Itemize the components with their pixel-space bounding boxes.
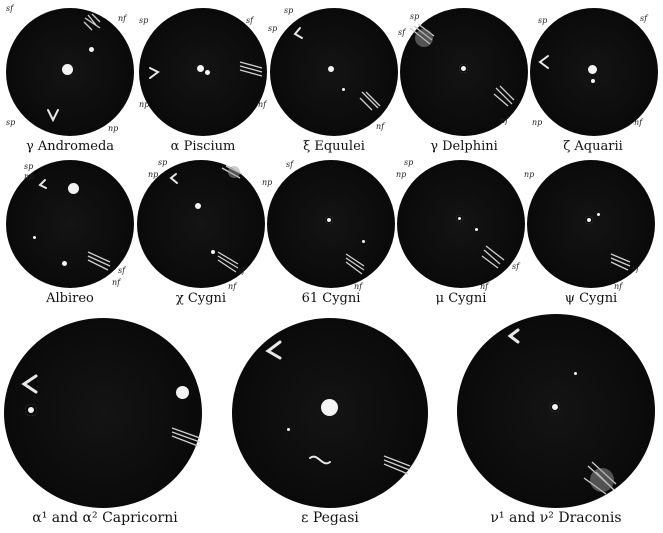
star <box>89 47 94 52</box>
star <box>211 250 215 254</box>
label-mu-cygni: μ Cygni <box>435 291 487 306</box>
orientation-np: np <box>139 100 150 109</box>
star <box>342 88 345 91</box>
orientation-np: np <box>108 124 119 133</box>
label-xi-equulei: ξ Equulei <box>303 139 365 154</box>
star <box>205 70 210 75</box>
orientation-sf: sf <box>286 160 294 169</box>
label-gamma-andromeda: γ Andromeda <box>25 139 115 154</box>
orientation-sf: sf <box>238 266 246 275</box>
star <box>475 228 478 231</box>
orientation-np: np <box>524 170 535 179</box>
star <box>197 65 204 72</box>
star <box>574 372 577 375</box>
orientation-sf: sf <box>640 14 648 23</box>
orientation-nf: nf <box>258 100 267 109</box>
arrow-marker <box>21 374 38 394</box>
label-nu-draconis: ν¹ and ν² Draconis <box>490 510 622 526</box>
label-psi-cygni: ψ Cygni <box>564 291 618 306</box>
feather-marks <box>83 13 631 495</box>
star <box>25 404 37 416</box>
label-gamma-delphini: γ Delphini <box>430 139 498 154</box>
label-albireo: Albireo <box>46 291 94 306</box>
orientation-np: np <box>532 118 543 127</box>
disc-alpha-capricorni <box>4 318 202 508</box>
nebula-smudges <box>228 29 614 492</box>
star <box>362 240 365 243</box>
orientation-sp: sp <box>139 16 149 25</box>
label-chi-cygni: χ Cygni <box>175 291 227 306</box>
label-zeta-aquarii: ζ Aquarii <box>563 139 623 154</box>
star <box>62 261 67 266</box>
orientation-nf: nf <box>614 282 623 291</box>
star <box>176 386 189 399</box>
orientation-sf: sf <box>6 4 14 13</box>
orientation-sp: sp <box>538 16 548 25</box>
orientation-sf: sf <box>246 16 254 25</box>
orientation-nf: nf <box>112 278 121 287</box>
orientation-nf: nf <box>480 282 489 291</box>
star <box>588 65 597 74</box>
orientation-sp: sp <box>284 6 294 15</box>
arrow-marker <box>47 109 59 123</box>
orientation-nf: nf <box>118 14 127 23</box>
star <box>33 236 36 239</box>
disc-psi-cygni <box>527 160 655 288</box>
orientation-nf: nf <box>228 282 237 291</box>
star <box>195 203 201 209</box>
disc-xi-equulei <box>270 8 398 136</box>
star <box>597 213 600 216</box>
label-alpha-piscium: α Piscium <box>170 139 236 154</box>
star <box>459 64 468 73</box>
orientation-nf: nf <box>354 282 363 291</box>
star <box>456 215 463 222</box>
orientation-np: np <box>262 178 273 187</box>
orientation-sp: sp <box>268 24 278 33</box>
disc-mu-cygni <box>397 160 525 288</box>
disc-chi-cygni <box>137 160 265 288</box>
orientation-sp: sp <box>24 162 34 171</box>
orientation-sp: sp <box>158 158 168 167</box>
star <box>62 64 73 75</box>
disc-61-cygni <box>267 160 395 288</box>
star <box>321 399 338 416</box>
orientation-sp: sp <box>6 118 16 127</box>
orientation-nf: nf <box>634 118 643 127</box>
star <box>550 402 560 412</box>
orientation-sf: sf <box>632 264 640 273</box>
orientation-np: np <box>24 172 35 181</box>
label-61-cygni: 61 Cygni <box>301 291 361 306</box>
orientation-nf: nf <box>376 122 385 131</box>
curl-marker <box>309 455 331 465</box>
arrow-marker <box>507 328 520 344</box>
star <box>328 66 334 72</box>
orientation-sp: sp <box>410 12 420 21</box>
orientation-sf: sf <box>398 28 406 37</box>
orientation-nf: nf <box>500 116 509 125</box>
disc-albireo <box>6 160 134 288</box>
arrow-marker <box>169 173 178 184</box>
orientation-np: np <box>396 170 407 179</box>
arrow-marker <box>38 179 47 189</box>
arrow-marker <box>538 55 549 69</box>
label-epsilon-pegasi: ε Pegasi <box>301 510 359 526</box>
orientation-sp: sp <box>404 158 414 167</box>
arrow-marker <box>265 340 282 360</box>
star <box>287 428 290 431</box>
star <box>585 216 593 224</box>
label-alpha-capricorni: α¹ and α² Capricorni <box>32 510 178 526</box>
star <box>68 183 79 194</box>
orientation-sf: sf <box>512 262 520 271</box>
star <box>591 79 595 83</box>
orientation-np: np <box>148 170 159 179</box>
arrow-marker <box>293 27 303 39</box>
star <box>325 216 333 224</box>
orientation-sf: sf <box>118 266 126 275</box>
arrow-marker <box>149 67 160 79</box>
